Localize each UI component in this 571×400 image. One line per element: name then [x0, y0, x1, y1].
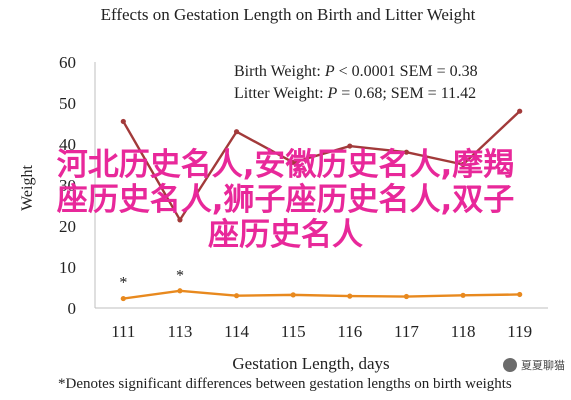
data-point — [347, 143, 353, 149]
y-axis-label: Weight — [19, 165, 36, 211]
data-point — [460, 161, 466, 168]
watermark-text: 夏夏聊猫 — [521, 359, 565, 372]
watermark-icon — [503, 358, 517, 372]
stats-line-litter: Litter Weight: P = 0.68; SEM = 11.42 — [234, 85, 476, 102]
stats-litter-rest: = 0.68; SEM = 11.42 — [337, 85, 476, 102]
y-tick-label: 40 — [59, 135, 76, 154]
stats-birth-label: Birth Weight: — [234, 63, 325, 80]
chart-title: Effects on Gestation Length on Birth and… — [101, 5, 476, 24]
data-point — [290, 292, 296, 298]
watermark: 夏夏聊猫 — [503, 357, 565, 373]
annotations: * * — [119, 267, 184, 291]
data-point — [517, 108, 523, 114]
overlay-line-3: 座历史名人 — [208, 217, 363, 253]
y-tick-label: 30 — [59, 176, 76, 195]
data-point — [290, 159, 296, 166]
footnote: *Denotes significant differences between… — [58, 376, 512, 392]
x-tick-label: 111 — [111, 322, 135, 341]
data-point — [233, 293, 240, 299]
stats-line-birth: Birth Weight: P < 0.0001 SEM = 0.38 — [234, 63, 478, 80]
overlay-line-1: 河北历史名人,安徽历史名人,摩羯 — [56, 147, 515, 183]
series-lines — [120, 108, 523, 302]
y-tick-label: 10 — [59, 258, 76, 277]
y-tick-label: 0 — [68, 299, 77, 318]
x-tick-label: 116 — [337, 322, 362, 341]
overlay-text: 河北历史名人,安徽历史名人,摩羯 座历史名人,狮子座历史名人,双子 座历史名人 — [0, 148, 571, 253]
stats-litter-p: P — [327, 85, 338, 102]
stats-box: Birth Weight: P < 0.0001 SEM = 0.38 Litt… — [234, 63, 478, 102]
data-point — [403, 293, 410, 300]
series-line — [122, 110, 521, 223]
y-tick-label: 50 — [59, 94, 76, 113]
data-point — [120, 118, 126, 125]
y-tick-labels: 0 10 20 30 40 50 60 — [59, 53, 76, 318]
data-point — [120, 295, 126, 302]
stats-birth-p: P — [324, 63, 335, 80]
stats-birth-rest: < 0.0001 SEM = 0.38 — [335, 63, 478, 80]
x-axis-label: Gestation Length, days — [232, 354, 389, 373]
significance-marker: * — [176, 267, 184, 284]
data-point — [517, 291, 523, 298]
y-tick-label: 60 — [59, 53, 76, 72]
x-tick-label: 115 — [281, 322, 306, 341]
x-tick-label: 118 — [451, 322, 476, 341]
stats-litter-label: Litter Weight: — [234, 85, 328, 102]
axes — [94, 62, 548, 309]
series-line — [123, 289, 520, 300]
x-tick-label: 117 — [394, 322, 419, 341]
y-tick-label: 20 — [59, 217, 76, 236]
x-tick-labels: 111 113 114 115 116 117 118 119 — [111, 322, 532, 341]
data-point — [460, 292, 466, 298]
x-tick-label: 119 — [507, 322, 532, 341]
data-point — [233, 129, 240, 135]
overlay-line-2: 座历史名人,狮子座历史名人,双子 — [56, 182, 515, 218]
data-point — [347, 293, 353, 299]
data-point — [403, 149, 410, 155]
x-tick-label: 114 — [224, 322, 249, 341]
significance-marker: * — [119, 274, 127, 291]
data-point — [177, 288, 183, 294]
x-tick-label: 113 — [168, 322, 193, 341]
data-point — [177, 217, 183, 223]
